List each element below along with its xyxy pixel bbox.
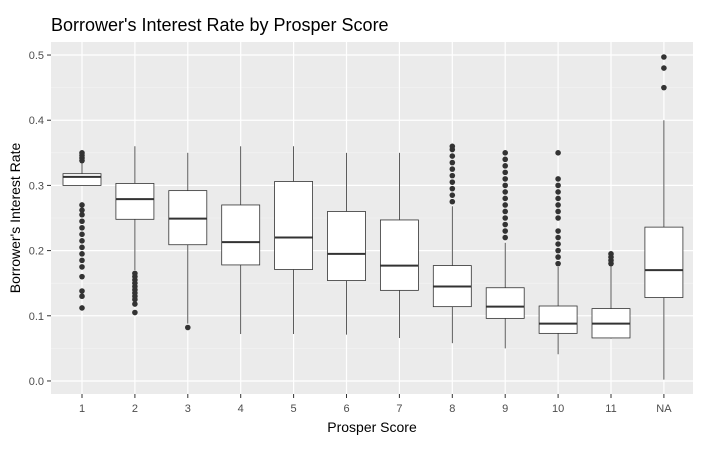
outlier-point [661,85,667,91]
outlier-point [502,235,508,241]
outlier-point [450,186,456,192]
outlier-point [502,228,508,234]
outlier-point [555,254,561,260]
outlier-point [502,157,508,163]
outlier-point [79,258,85,264]
box [380,220,418,290]
outlier-point [450,199,456,205]
outlier-point [555,261,561,267]
x-tick-label: 5 [291,403,297,415]
outlier-point [502,150,508,156]
y-axis-title: Borrower's Interest Rate [7,143,23,294]
outlier-point [555,241,561,247]
x-tick-label: 3 [185,403,191,415]
box [116,183,154,219]
outlier-point [450,153,456,159]
x-tick-label: 2 [132,403,138,415]
box [539,306,577,333]
outlier-point [185,325,191,331]
x-tick-label: 7 [396,403,402,415]
outlier-point [450,173,456,179]
x-tick-label: 9 [502,403,508,415]
outlier-point [79,264,85,270]
box [63,174,101,186]
outlier-point [79,207,85,213]
outlier-point [555,150,561,156]
outlier-point [450,166,456,172]
outlier-point [502,222,508,228]
outlier-point [661,54,667,60]
outlier-point [502,215,508,221]
outlier-point [79,150,85,156]
outlier-point [79,274,85,280]
outlier-point [502,202,508,208]
outlier-point [555,209,561,215]
outlier-point [502,196,508,202]
outlier-point [555,248,561,254]
box [645,227,683,297]
outlier-point [502,176,508,182]
y-tick-label: 0.0 [29,376,44,388]
outlier-point [79,231,85,237]
outlier-point [555,189,561,195]
outlier-point [555,235,561,241]
outlier-point [79,251,85,257]
outlier-point [132,310,138,316]
outlier-point [79,293,85,299]
outlier-point [555,196,561,202]
outlier-point [555,176,561,182]
outlier-point [661,65,667,71]
x-tick-label: 1 [79,403,85,415]
outlier-point [502,189,508,195]
box [275,181,313,269]
x-tick-label: 6 [343,403,349,415]
outlier-point [450,160,456,166]
outlier-point [79,225,85,231]
outlier-point [502,163,508,169]
x-tick-label: 8 [449,403,455,415]
outlier-point [555,183,561,189]
x-tick-label: 11 [605,403,616,415]
chart-title: Borrower's Interest Rate by Prosper Scor… [51,15,389,35]
y-tick-label: 0.4 [29,115,44,127]
outlier-point [79,245,85,251]
box [328,211,366,280]
y-tick-label: 0.1 [29,311,44,323]
box [222,205,260,265]
x-axis-ticks: 1 2 3 4 5 6 7 8 9 10 11 NA [79,394,672,415]
outlier-point [608,251,614,257]
outlier-point [502,183,508,189]
outlier-point [79,305,85,311]
outlier-point [79,238,85,244]
outlier-point [79,218,85,224]
outlier-point [450,143,456,149]
y-axis-ticks: 0.0 0.1 0.2 0.3 0.4 0.5 [29,50,51,388]
outlier-point [555,202,561,208]
x-axis-title: Prosper Score [327,419,417,435]
x-tick-label: 10 [552,403,564,415]
outlier-point [502,209,508,215]
box [486,288,524,319]
outlier-point [502,170,508,176]
outlier-point [555,215,561,221]
outlier-point [79,288,85,294]
outlier-point [79,202,85,208]
outlier-point [450,179,456,185]
y-tick-label: 0.5 [29,50,44,62]
x-tick-label: 4 [238,403,244,415]
outlier-point [132,271,138,277]
y-tick-label: 0.3 [29,180,44,192]
outlier-point [555,228,561,234]
x-tick-label: NA [656,403,672,415]
outlier-point [450,192,456,198]
y-tick-label: 0.2 [29,246,44,258]
